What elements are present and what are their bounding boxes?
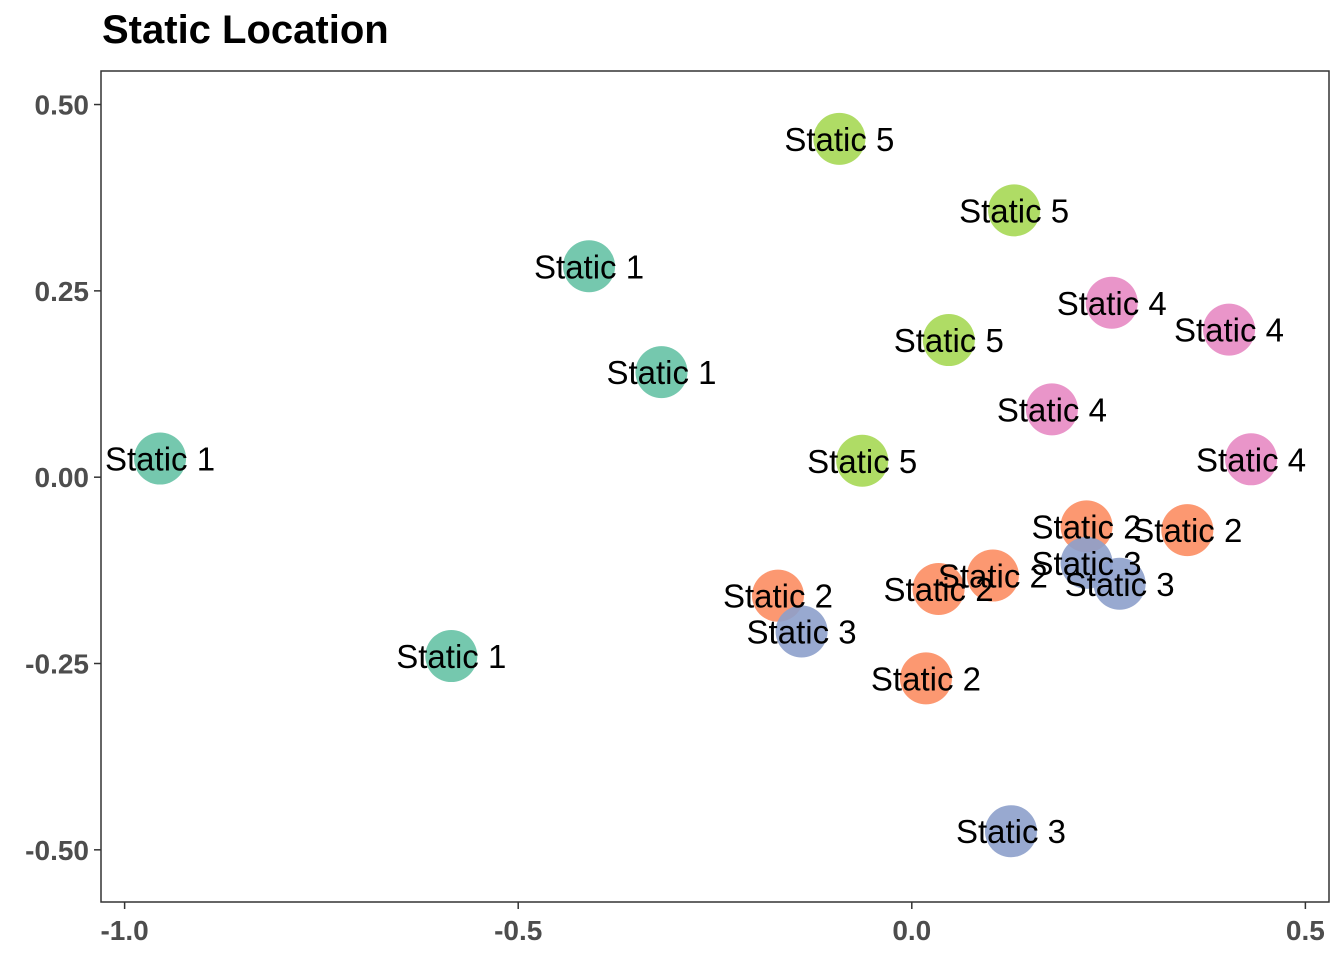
data-point (966, 549, 1019, 602)
point-label: Static 1 (606, 354, 716, 391)
data-point (899, 652, 952, 705)
data-point (775, 605, 828, 658)
point-label: Static 1 (396, 638, 506, 675)
data-point (988, 184, 1041, 237)
point-label: Static 2 (1032, 508, 1142, 545)
data-point (635, 346, 688, 399)
point-label: Static 2 (723, 578, 833, 615)
data-point (1225, 433, 1278, 486)
point-label: Static 2 (1132, 512, 1242, 549)
point-label: Static 3 (747, 613, 857, 650)
x-tick-label: 0.0 (892, 915, 931, 946)
point-label: Static 2 (884, 571, 994, 608)
data-point (1060, 500, 1113, 553)
point-label: Static 3 (1065, 566, 1175, 603)
data-point (836, 434, 889, 487)
data-point (984, 805, 1037, 858)
point-label: Static 4 (1057, 285, 1167, 322)
point-label: Static 1 (534, 248, 644, 285)
y-tick-label: 0.25 (35, 276, 90, 307)
point-label: Static 1 (105, 441, 215, 478)
point-label: Static 5 (807, 443, 917, 480)
y-tick-label: -0.50 (25, 835, 89, 866)
plot-border (100, 70, 1330, 903)
data-point (922, 314, 975, 367)
point-label: Static 2 (871, 660, 981, 697)
point-label: Static 4 (997, 391, 1107, 428)
data-point (425, 630, 478, 683)
y-tick-label: 0.50 (35, 90, 90, 121)
data-point (1025, 383, 1078, 436)
point-label: Static 5 (784, 121, 894, 158)
x-tick-label: -0.5 (494, 915, 542, 946)
point-label: Static 4 (1196, 441, 1306, 478)
data-point (1085, 276, 1138, 329)
point-label: Static 2 (938, 558, 1048, 595)
data-point (134, 432, 187, 485)
point-label: Static 5 (959, 192, 1069, 229)
x-tick-label: 0.5 (1286, 915, 1325, 946)
y-tick-label: 0.00 (35, 462, 90, 493)
plot-panel (101, 71, 1329, 902)
data-point (1203, 303, 1256, 356)
point-label: Static 5 (894, 322, 1004, 359)
point-label: Static 4 (1174, 312, 1284, 349)
point-label: Static 3 (956, 813, 1066, 850)
x-tick-label: -1.0 (100, 915, 148, 946)
data-point (563, 240, 616, 293)
data-point (1161, 504, 1214, 557)
data-point (1093, 557, 1146, 610)
data-point (912, 562, 965, 615)
data-point (813, 112, 866, 165)
chart-title: Static Location (102, 8, 389, 52)
y-tick-label: -0.25 (25, 649, 89, 680)
point-label: Static 3 (1032, 545, 1142, 582)
